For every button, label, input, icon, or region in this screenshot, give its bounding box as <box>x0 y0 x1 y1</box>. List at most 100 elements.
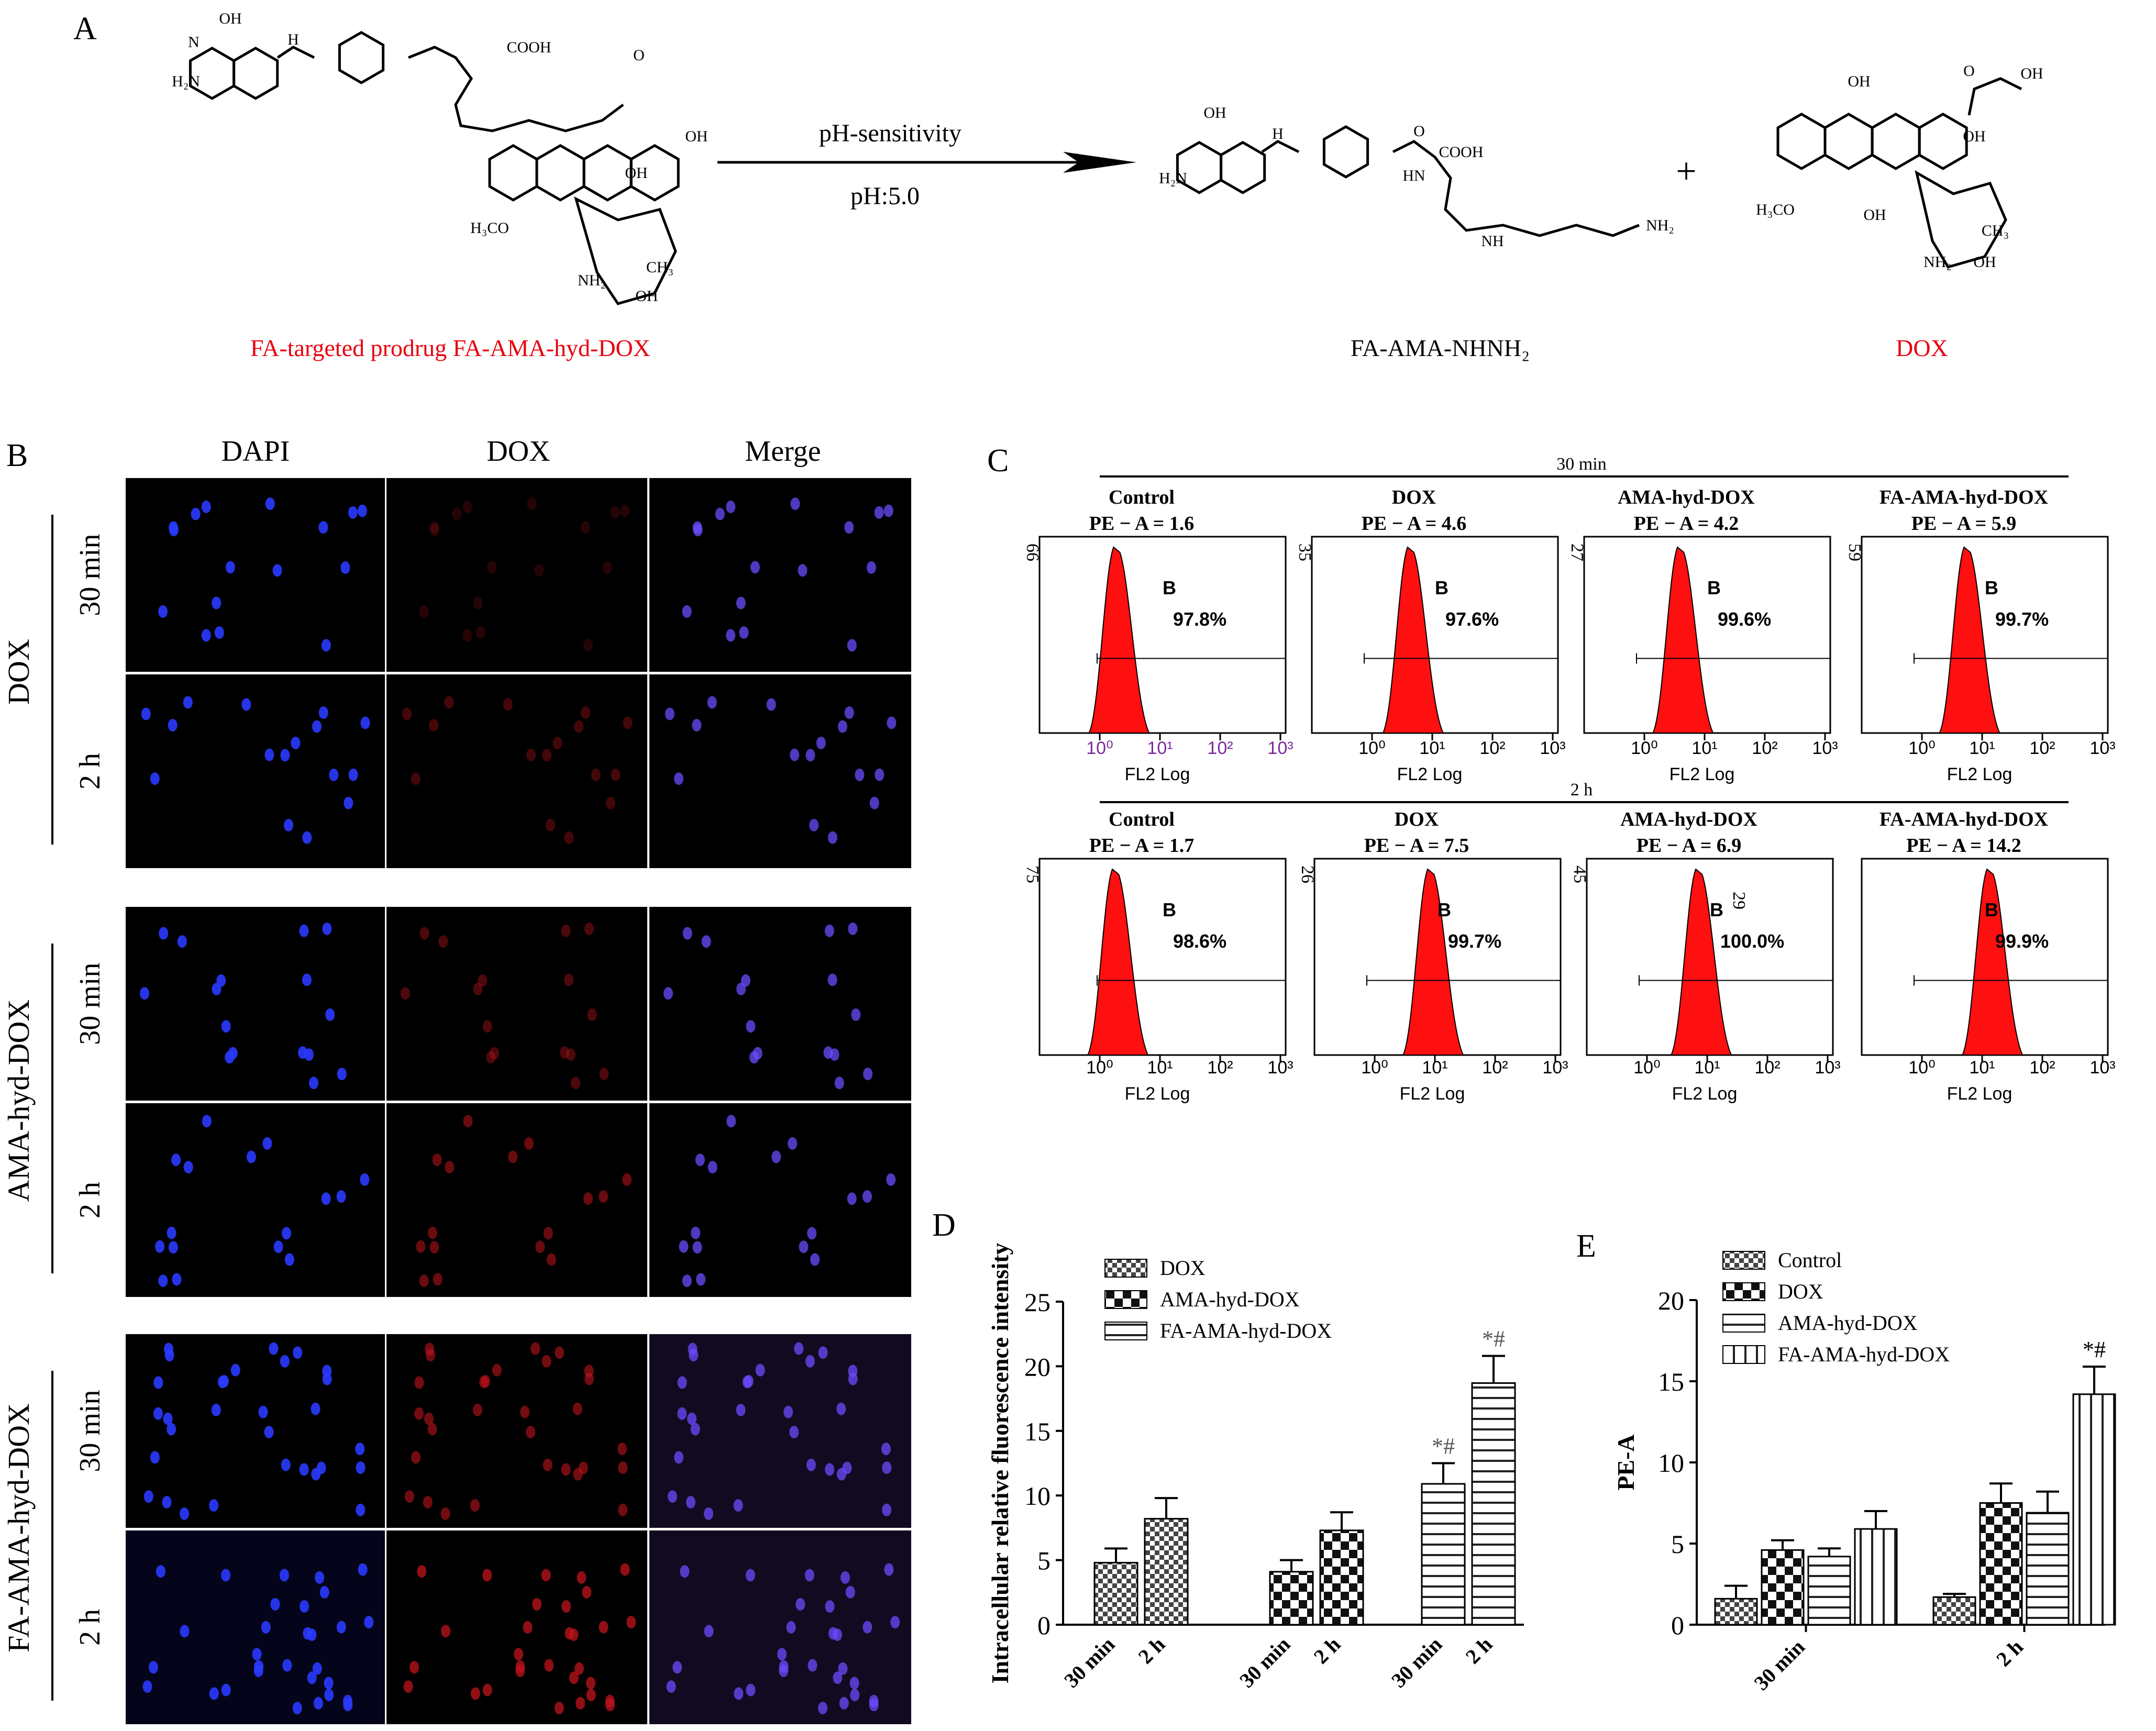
cell-nucleus <box>587 1008 597 1021</box>
cell-nucleus <box>343 1699 353 1712</box>
flow-pe-value: PE − A = 14.2 <box>1906 835 2021 857</box>
flow-ymax-label: 59 <box>1845 543 1864 561</box>
flow-gate-label: B <box>1985 899 1998 920</box>
cell-nucleus <box>566 1048 576 1061</box>
cell-nucleus <box>766 698 776 711</box>
cell-nucleus <box>564 831 574 844</box>
cell-nucleus <box>696 1273 706 1286</box>
cells-1-1-1 <box>416 1115 632 1288</box>
bar <box>2072 1393 2116 1626</box>
legend-label: FA-AMA-hyd-DOX <box>1778 1342 1950 1366</box>
cell-nucleus <box>364 1616 374 1629</box>
flow-panel-title: DOX <box>1395 808 1439 830</box>
bar <box>1761 1549 1805 1626</box>
flow-tick-label: 10³ <box>1815 1058 1840 1078</box>
cell-nucleus <box>818 1702 828 1715</box>
cell-nucleus <box>851 1008 861 1021</box>
mol1-link1-bond <box>277 46 315 59</box>
fa-ama-nhnh2-structure <box>1176 125 1640 237</box>
flow-ymax-label: 26 <box>1298 866 1317 883</box>
flow-axis-label: FL2 Log <box>1672 1084 1738 1104</box>
cell-nucleus <box>704 1625 714 1638</box>
cell-nucleus <box>318 521 328 534</box>
flow-pe-value: PE − A = 1.6 <box>1089 513 1195 535</box>
cells-2-0-0 <box>143 1342 366 1520</box>
micrograph-0-1-1 <box>386 674 647 868</box>
cell-nucleus <box>848 922 858 935</box>
cell-nucleus <box>293 1346 303 1359</box>
cell-nucleus <box>291 737 301 749</box>
flow-gate-label: B <box>1985 577 1998 598</box>
flow-gate-label: B <box>1435 577 1449 598</box>
x-tick-label: 30 min <box>1387 1633 1446 1692</box>
bar <box>1714 1597 1758 1626</box>
cell-nucleus <box>726 501 736 513</box>
cell-nucleus <box>844 706 854 719</box>
cell-nucleus <box>472 1403 482 1416</box>
atom-nhnh2: NH₂ <box>1646 217 1674 234</box>
column-header-2: Merge <box>745 435 821 468</box>
flow-gate-label: B <box>1163 899 1176 920</box>
cell-nucleus <box>340 561 350 574</box>
cell-nucleus <box>687 1412 697 1425</box>
cell-nucleus <box>167 1423 176 1436</box>
cell-nucleus <box>158 605 168 618</box>
prodrug-structure <box>189 31 680 305</box>
cell-nucleus <box>282 1659 292 1672</box>
flow-tick-label: 10² <box>2029 738 2055 758</box>
cell-nucleus <box>440 1507 450 1520</box>
atom-o: O <box>1963 62 1975 80</box>
legend-swatch <box>1104 1322 1147 1340</box>
cell-nucleus <box>307 1671 317 1684</box>
cell-nucleus <box>302 973 312 986</box>
cell-nucleus <box>219 1375 229 1388</box>
cell-nucleus <box>668 1490 677 1503</box>
cells-1-0-2 <box>664 922 873 1090</box>
flow-tick-label: 10¹ <box>1147 1058 1173 1078</box>
cell-nucleus <box>201 629 211 642</box>
flow-axis-label: FL2 Log <box>1125 764 1190 784</box>
cell-nucleus <box>577 1571 587 1584</box>
cell-nucleus <box>311 1402 320 1415</box>
cell-nucleus <box>532 1598 542 1611</box>
cell-nucleus <box>470 1687 480 1700</box>
cell-nucleus <box>680 1565 690 1578</box>
flow-ymax-label: 35 <box>1295 543 1314 561</box>
cell-nucleus <box>322 922 332 935</box>
flow-tick-label: 10⁰ <box>1631 738 1657 758</box>
atom-oh: OH <box>635 287 658 305</box>
cell-nucleus <box>321 639 331 652</box>
cell-nucleus <box>841 1571 850 1584</box>
flow-time-label: 30 min <box>1556 454 1606 474</box>
flow-ymax-label: 27 <box>1567 543 1587 561</box>
mol3-anthracycline-ring-0 <box>1776 113 1827 170</box>
y-tick-label: 20 <box>1658 1286 1684 1315</box>
flow-tick-label: 10³ <box>1540 738 1565 758</box>
mol1-anthracycline-ring-2 <box>582 144 633 202</box>
micrograph-0-1-2 <box>649 674 911 868</box>
flow-panel-0-0: Control PE − A = 1.6 66 10⁰ 10¹ 10² 10³ FL2 Log… <box>1023 486 1293 784</box>
atom-h2n: H₂N <box>1159 170 1187 187</box>
flow-ymax-label: 66 <box>1023 543 1042 561</box>
cell-nucleus <box>726 629 736 642</box>
flow-ymax-label: 45 <box>1570 866 1589 883</box>
cell-nucleus <box>620 504 629 517</box>
cell-nucleus <box>845 1585 855 1599</box>
cell-nucleus <box>419 1274 429 1288</box>
cell-nucleus <box>827 831 837 844</box>
flow-tick-label: 10¹ <box>1419 738 1445 758</box>
cell-nucleus <box>707 1161 717 1174</box>
micrograph-1-0-1 <box>386 907 647 1101</box>
cell-nucleus <box>682 927 692 940</box>
cell-nucleus <box>414 1407 424 1420</box>
cell-nucleus <box>476 626 485 639</box>
cell-nucleus <box>544 1659 554 1672</box>
cell-nucleus <box>312 720 322 733</box>
cell-nucleus <box>855 768 865 781</box>
atom-oh: OH <box>1973 253 1996 271</box>
cell-nucleus <box>356 1503 366 1516</box>
cell-nucleus <box>163 1342 173 1356</box>
cell-nucleus <box>303 1627 313 1640</box>
cell-nucleus <box>141 707 151 720</box>
cell-nucleus <box>688 1342 698 1356</box>
